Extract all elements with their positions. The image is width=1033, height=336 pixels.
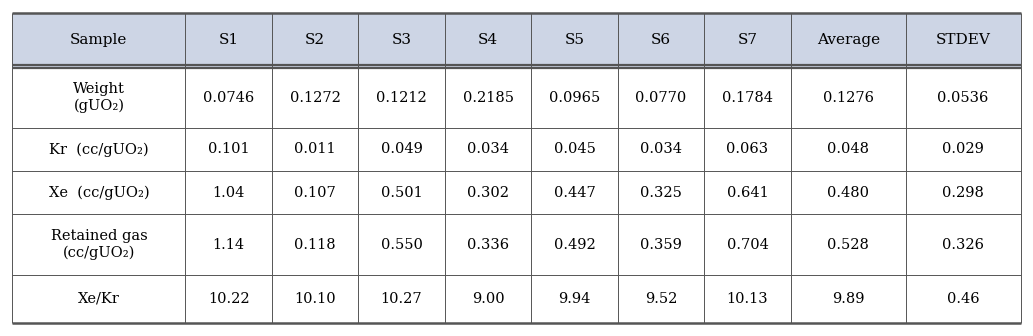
Text: 0.2185: 0.2185	[463, 91, 513, 105]
Text: STDEV: STDEV	[936, 34, 991, 47]
Text: S6: S6	[651, 34, 671, 47]
Text: Xe  (cc/gUO₂): Xe (cc/gUO₂)	[49, 185, 149, 200]
Text: 0.029: 0.029	[942, 142, 984, 157]
Text: 0.447: 0.447	[554, 186, 595, 200]
Text: 0.302: 0.302	[467, 186, 509, 200]
Text: 0.101: 0.101	[208, 142, 249, 157]
Text: Weight
(gUO₂): Weight (gUO₂)	[73, 82, 125, 113]
Text: Sample: Sample	[70, 34, 127, 47]
Text: 0.336: 0.336	[467, 238, 509, 252]
Text: 0.326: 0.326	[942, 238, 984, 252]
Text: 0.049: 0.049	[380, 142, 422, 157]
Bar	[12, 13, 1021, 68]
Text: Average: Average	[817, 34, 880, 47]
Text: Kr  (cc/gUO₂): Kr (cc/gUO₂)	[49, 142, 149, 157]
Text: 0.0770: 0.0770	[635, 91, 687, 105]
Text: S5: S5	[564, 34, 585, 47]
Text: 9.89: 9.89	[832, 292, 865, 306]
Text: 10.27: 10.27	[381, 292, 422, 306]
Text: Retained gas
(cc/gUO₂): Retained gas (cc/gUO₂)	[51, 229, 148, 260]
Text: 0.480: 0.480	[827, 186, 869, 200]
Text: 0.048: 0.048	[827, 142, 869, 157]
Text: 0.298: 0.298	[942, 186, 984, 200]
Text: 10.22: 10.22	[208, 292, 249, 306]
Bar	[12, 68, 1021, 323]
Text: 9.52: 9.52	[645, 292, 678, 306]
Text: 0.011: 0.011	[294, 142, 336, 157]
Text: 0.118: 0.118	[294, 238, 336, 252]
Text: 1.04: 1.04	[213, 186, 245, 200]
Text: S3: S3	[392, 34, 411, 47]
Text: 0.063: 0.063	[726, 142, 769, 157]
Text: 0.528: 0.528	[827, 238, 869, 252]
Text: 0.045: 0.045	[554, 142, 595, 157]
Text: S2: S2	[305, 34, 325, 47]
Text: 0.704: 0.704	[726, 238, 769, 252]
Text: 10.10: 10.10	[294, 292, 336, 306]
Text: 0.0965: 0.0965	[549, 91, 600, 105]
Text: 0.359: 0.359	[640, 238, 682, 252]
Text: 10.13: 10.13	[726, 292, 769, 306]
Text: 0.1784: 0.1784	[722, 91, 773, 105]
Text: 0.1272: 0.1272	[289, 91, 341, 105]
Text: 9.94: 9.94	[558, 292, 591, 306]
Text: S7: S7	[738, 34, 757, 47]
Text: 0.46: 0.46	[947, 292, 979, 306]
Text: S1: S1	[219, 34, 239, 47]
Text: 0.034: 0.034	[467, 142, 509, 157]
Text: 0.0746: 0.0746	[202, 91, 254, 105]
Text: 0.325: 0.325	[640, 186, 682, 200]
Text: 0.0536: 0.0536	[937, 91, 989, 105]
Text: 0.641: 0.641	[726, 186, 769, 200]
Text: 0.501: 0.501	[381, 186, 422, 200]
Text: 0.107: 0.107	[294, 186, 336, 200]
Text: S4: S4	[478, 34, 498, 47]
Text: 0.550: 0.550	[380, 238, 422, 252]
Text: Xe/Kr: Xe/Kr	[77, 292, 120, 306]
Text: 0.1212: 0.1212	[376, 91, 427, 105]
Text: 0.034: 0.034	[640, 142, 682, 157]
Text: 9.00: 9.00	[472, 292, 504, 306]
Text: 1.14: 1.14	[213, 238, 245, 252]
Text: 0.492: 0.492	[554, 238, 595, 252]
Text: 0.1276: 0.1276	[822, 91, 874, 105]
